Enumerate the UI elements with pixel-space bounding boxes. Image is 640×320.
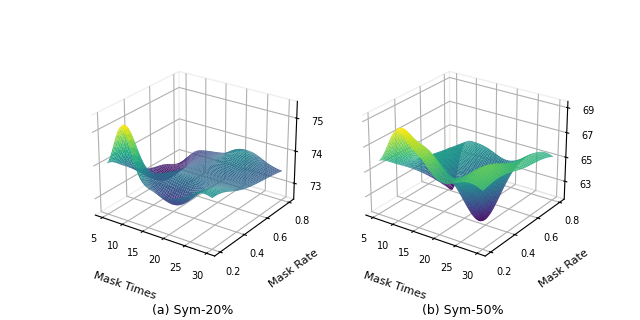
- Text: (b) Sym-50%: (b) Sym-50%: [422, 304, 504, 317]
- Y-axis label: Mask Rate: Mask Rate: [268, 248, 320, 290]
- X-axis label: Mask Times: Mask Times: [363, 270, 428, 301]
- X-axis label: Mask Times: Mask Times: [92, 270, 157, 301]
- Y-axis label: Mask Rate: Mask Rate: [538, 248, 591, 290]
- Text: (a) Sym-20%: (a) Sym-20%: [152, 304, 234, 317]
